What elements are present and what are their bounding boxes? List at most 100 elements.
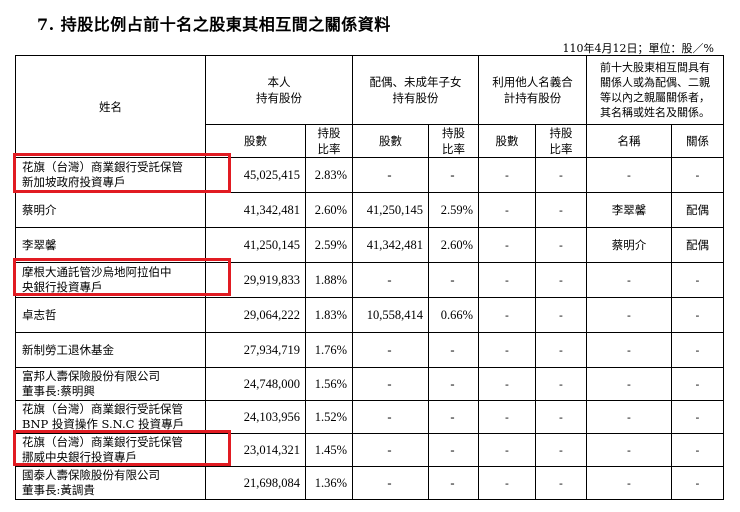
shareholder-name-line-1: 蔡明介: [22, 202, 57, 217]
spouse-shares-cell: 41,250,145: [352, 192, 429, 228]
table-row: 新制勞工退休基金 27,934,719 1.76% - - - - - -: [15, 332, 724, 368]
header-rel-relation: 關係: [671, 124, 724, 158]
shareholder-name-line-1: 摩根大通託管沙烏地阿拉伯中: [22, 265, 172, 279]
shareholder-name-cell: 李翠馨: [15, 227, 206, 263]
own-ratio-cell: 1.36%: [305, 466, 353, 500]
header-spouse-ratio: 持股 比率: [428, 124, 479, 158]
table-row: 花旗（台灣）商業銀行受託保管 新加坡政府投資專戶 45,025,415 2.83% - -…: [15, 157, 724, 193]
header-row-1: 姓名 本人 持有股份 配偶、未成年子女 持有股份 利用他人名義合 計持有股份 前十大股…: [15, 55, 724, 158]
own-shares-cell: 45,025,415: [205, 157, 306, 193]
own-shares-cell: 23,014,321: [205, 433, 306, 467]
spouse-shares-cell: -: [352, 262, 429, 298]
spouse-ratio-cell: 2.59%: [428, 192, 479, 228]
own-ratio-cell: 2.59%: [305, 227, 353, 263]
own-shares-cell: 24,103,956: [205, 400, 306, 434]
shareholder-name-cell: 摩根大通託管沙烏地阿拉伯中 央銀行投資專戶: [15, 262, 206, 298]
header-own-count: 股數: [205, 124, 306, 158]
nominee-shares-cell: -: [478, 192, 536, 228]
shareholder-name-cell: 富邦人壽保險股份有限公司 董事長:蔡明興: [15, 367, 206, 401]
related-relation-cell: -: [671, 332, 724, 368]
related-name-cell: -: [586, 433, 672, 467]
related-name-cell: 蔡明介: [586, 227, 672, 263]
nominee-shares-cell: -: [478, 157, 536, 193]
nominee-ratio-cell: -: [535, 332, 587, 368]
own-ratio-cell: 1.88%: [305, 262, 353, 298]
nominee-ratio-cell: -: [535, 227, 587, 263]
shareholder-name-cell: 新制勞工退休基金: [15, 332, 206, 368]
shareholder-name-line-2: 挪威中央銀行投資專戶: [22, 450, 137, 464]
nominee-ratio-cell: -: [535, 262, 587, 298]
section-title: 7. 持股比例占前十名之股東其相互間之關係資料: [37, 15, 391, 34]
nominee-shares-cell: -: [478, 400, 536, 434]
spouse-ratio-cell: -: [428, 262, 479, 298]
own-ratio-cell: 1.76%: [305, 332, 353, 368]
shareholder-name-line-2: BNP 投資操作 S.N.C 投資專戶: [22, 417, 185, 431]
shareholder-name-line-2: 董事長:黃調貴: [22, 483, 95, 497]
shareholder-name-cell: 蔡明介: [15, 192, 206, 228]
own-shares-cell: 41,250,145: [205, 227, 306, 263]
shareholder-name-line-1: 李翠馨: [22, 237, 57, 252]
table-row: 卓志哲 29,064,222 1.83% 10,558,414 0.66% - - - -: [15, 297, 724, 333]
nominee-shares-cell: -: [478, 227, 536, 263]
nominee-ratio-cell: -: [535, 367, 587, 401]
header-rel-name: 名稱: [586, 124, 672, 158]
nominee-ratio-cell: -: [535, 297, 587, 333]
shareholder-name-line-1: 卓志哲: [22, 307, 57, 322]
own-ratio-cell: 1.56%: [305, 367, 353, 401]
header-own-shares: 本人 持有股份: [205, 55, 353, 125]
related-name-cell: -: [586, 466, 672, 500]
shareholder-name-line-1: 花旗（台灣）商業銀行受託保管: [22, 402, 183, 416]
spouse-ratio-cell: 2.60%: [428, 227, 479, 263]
related-name-cell: -: [586, 332, 672, 368]
related-name-cell: -: [586, 400, 672, 434]
shareholder-name-cell: 花旗（台灣）商業銀行受託保管 BNP 投資操作 S.N.C 投資專戶: [15, 400, 206, 434]
related-relation-cell: -: [671, 157, 724, 193]
header-own-ratio: 持股 比率: [305, 124, 353, 158]
nominee-shares-cell: -: [478, 367, 536, 401]
table-row: 摩根大通託管沙烏地阿拉伯中 央銀行投資專戶 29,919,833 1.88% - - - - -…: [15, 262, 724, 298]
related-name-cell: -: [586, 367, 672, 401]
shareholder-name-cell: 卓志哲: [15, 297, 206, 333]
related-relation-cell: -: [671, 297, 724, 333]
own-shares-cell: 41,342,481: [205, 192, 306, 228]
related-name-cell: -: [586, 157, 672, 193]
own-ratio-cell: 2.83%: [305, 157, 353, 193]
related-name-cell: -: [586, 297, 672, 333]
spouse-shares-cell: 41,342,481: [352, 227, 429, 263]
table-row: 花旗（台灣）商業銀行受託保管 BNP 投資操作 S.N.C 投資專戶 24,103,…: [15, 400, 724, 434]
related-relation-cell: 配偶: [671, 192, 724, 228]
table-row: 國泰人壽保險股份有限公司 董事長:黃調貴 21,698,084 1.36% - - - - - -: [15, 466, 724, 500]
shareholder-name-line-2: 新加坡政府投資專戶: [22, 175, 126, 189]
related-relation-cell: -: [671, 367, 724, 401]
spouse-ratio-cell: -: [428, 433, 479, 467]
header-nominee-ratio: 持股 比率: [535, 124, 587, 158]
spouse-shares-cell: -: [352, 332, 429, 368]
spouse-ratio-cell: -: [428, 400, 479, 434]
shareholder-name-line-1: 富邦人壽保險股份有限公司: [22, 369, 160, 383]
spouse-shares-cell: 10,558,414: [352, 297, 429, 333]
table-row: 花旗（台灣）商業銀行受託保管 挪威中央銀行投資專戶 23,014,321 1.45% -…: [15, 433, 724, 467]
spouse-ratio-cell: -: [428, 466, 479, 500]
own-shares-cell: 29,919,833: [205, 262, 306, 298]
own-shares-cell: 21,698,084: [205, 466, 306, 500]
table-row: 李翠馨 41,250,145 2.59% 41,342,481 2.60% - - 蔡明介 配偶: [15, 227, 724, 263]
own-ratio-cell: 2.60%: [305, 192, 353, 228]
nominee-shares-cell: -: [478, 297, 536, 333]
shareholder-table: 姓名 本人 持有股份 配偶、未成年子女 持有股份 利用他人名義合 計持有股份 前十大股…: [15, 55, 724, 500]
spouse-ratio-cell: -: [428, 157, 479, 193]
own-ratio-cell: 1.45%: [305, 433, 353, 467]
spouse-ratio-cell: -: [428, 367, 479, 401]
nominee-shares-cell: -: [478, 433, 536, 467]
spouse-shares-cell: -: [352, 466, 429, 500]
own-ratio-cell: 1.52%: [305, 400, 353, 434]
header-row-2: 股數 持股 比率 股數 持股 比率 股數 持股 比率 名稱 關係: [16, 124, 724, 158]
shareholder-name-line-1: 花旗（台灣）商業銀行受託保管: [22, 435, 183, 449]
table-row: 富邦人壽保險股份有限公司 董事長:蔡明興 24,748,000 1.56% - - - - - -: [15, 367, 724, 401]
nominee-ratio-cell: -: [535, 192, 587, 228]
nominee-ratio-cell: -: [535, 400, 587, 434]
related-relation-cell: -: [671, 400, 724, 434]
nominee-shares-cell: -: [478, 466, 536, 500]
shareholder-name-line-1: 新制勞工退休基金: [22, 342, 114, 357]
spouse-shares-cell: -: [352, 157, 429, 193]
shareholder-name-line-1: 國泰人壽保險股份有限公司: [22, 468, 160, 482]
